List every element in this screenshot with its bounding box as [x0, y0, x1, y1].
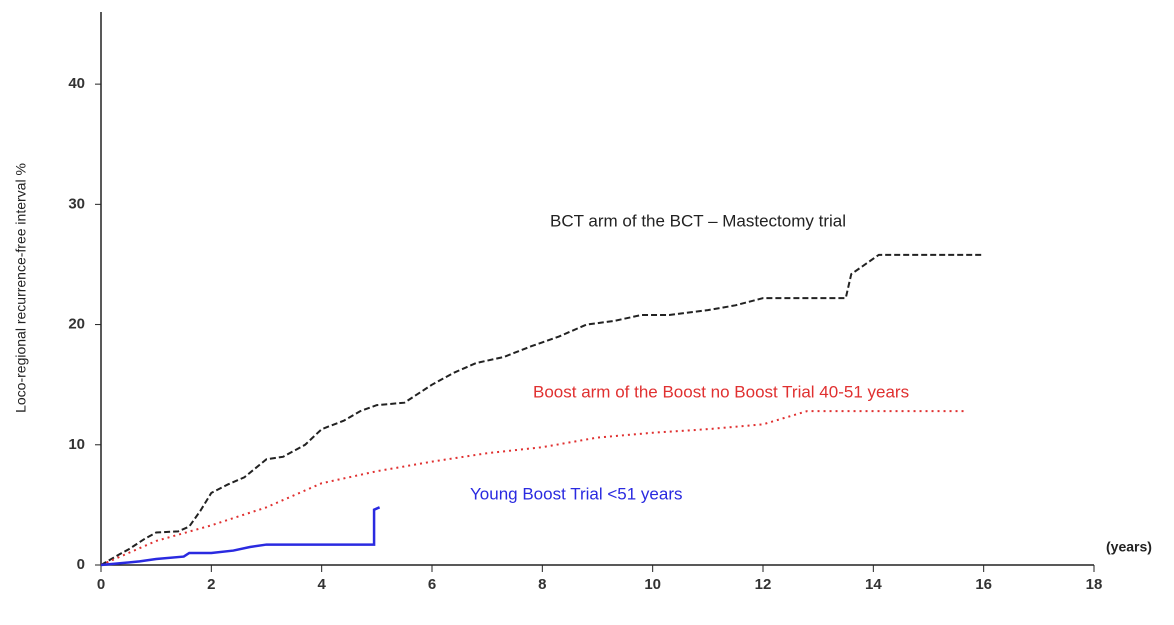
series-line — [100, 410, 968, 566]
series-line — [100, 253, 984, 566]
series-label: Young Boost Trial <51 years — [470, 484, 682, 503]
series-label: Boost arm of the Boost no Boost Trial 40… — [533, 382, 909, 401]
y-tick-label: 40 — [68, 75, 85, 92]
x-tick-label: 14 — [865, 576, 882, 593]
x-tick-label: 10 — [644, 576, 661, 593]
x-axis-label: (years) — [1106, 539, 1152, 555]
x-tick-label: 8 — [538, 576, 546, 593]
x-tick-label: 4 — [317, 576, 326, 593]
x-tick-label: 18 — [1086, 576, 1103, 593]
series-label: BCT arm of the BCT – Mastectomy trial — [550, 211, 846, 230]
x-tick-label: 6 — [428, 576, 436, 593]
x-tick-label: 2 — [207, 576, 215, 593]
y-tick-label: 0 — [77, 556, 85, 573]
series-line — [100, 506, 381, 567]
y-tick-label: 30 — [68, 195, 85, 212]
x-tick-label: 12 — [755, 576, 772, 593]
y-axis-label: Loco-regional recurrence-free interval % — [13, 163, 29, 413]
x-tick-label: 0 — [97, 576, 105, 593]
y-tick-label: 20 — [68, 316, 85, 333]
y-tick-label: 10 — [68, 436, 85, 453]
x-tick-label: 16 — [975, 576, 992, 593]
